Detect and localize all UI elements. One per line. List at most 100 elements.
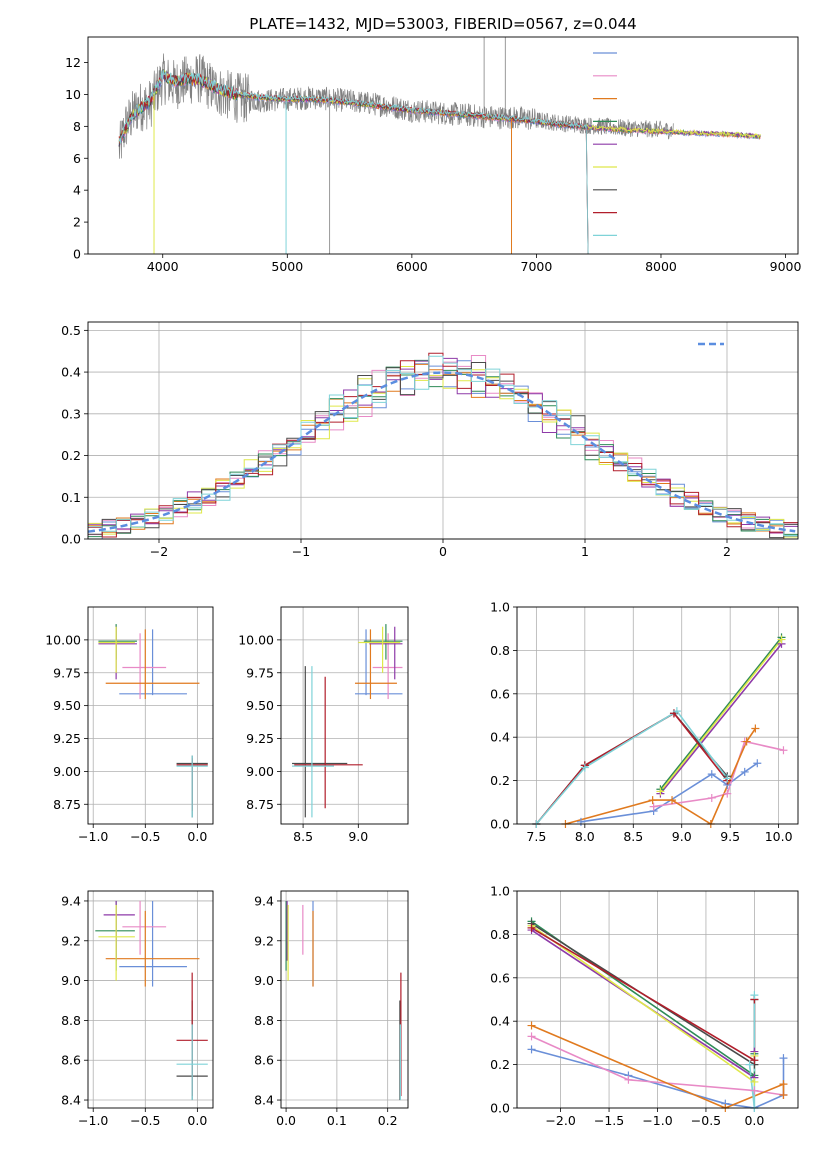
x-tick-label: 0.2 [378,1113,398,1128]
histogram-line [88,362,798,539]
series-point-marker [656,787,665,796]
series-point-marker [779,746,788,755]
y-tick-label: 8.75 [246,797,274,812]
y-tick-label: 2 [73,215,81,230]
series-point-marker [527,1021,536,1030]
series-line [659,643,783,795]
y-tick-label: 0.2 [490,1057,510,1072]
axes-frame [280,606,409,825]
panel-mass-EBV: 0.0 0.1 0.2 8.4 8.6 8.8 9.0 9.2 9.4 [254,890,409,1128]
x-tick-label: −1.5 [594,1113,624,1128]
series-point-marker [723,774,732,783]
x-tick-label: 4000 [147,259,179,274]
y-tick-label: 10.00 [238,632,274,647]
axes-frame [87,890,214,1109]
x-tick-label: 10.0 [765,829,793,844]
y-tick-label: 9.00 [246,764,274,779]
series-line [659,639,783,792]
series-point-marker [624,1075,633,1084]
y-tick-label: 1.0 [490,884,510,899]
y-tick-label: 10.00 [45,632,81,647]
x-tick-label: −1.0 [78,1113,108,1128]
series-line [535,712,728,824]
y-tick-label: 8.8 [254,1013,274,1028]
series-point-marker [649,802,658,811]
x-tick-label: 1 [581,544,589,559]
panel-mass-Z: −1.0 −0.5 0.0 8.4 8.6 8.8 9.0 9.2 9.4 [61,890,214,1128]
y-tick-label: 0.4 [490,730,510,745]
y-tick-label: 8 [73,119,81,134]
y-tick-label: 4 [73,183,81,198]
y-tick-label: 9.75 [246,665,274,680]
x-tick-label: 0.0 [744,1113,764,1128]
x-tick-label: 9.0 [348,829,368,844]
series-point-marker [750,991,759,1000]
y-tick-label: 8.6 [61,1053,81,1068]
plot-area-massweight-age [535,636,784,824]
y-tick-label: 9.4 [61,893,81,908]
x-tick-label: −1.0 [642,1113,672,1128]
y-tick-label: 0.4 [490,1014,510,1029]
y-tick-label: 1.0 [490,600,510,615]
y-tick-label: 0.3 [61,406,81,421]
series-line [535,710,728,824]
series-line [659,636,783,790]
panel-age-Z: −1.0 −0.5 0.0 8.75 9.00 9.25 9.50 9.75 10.00 [45,606,214,844]
axes-frame [87,321,799,540]
y-tick-label: 8.4 [61,1093,81,1108]
y-tick-label: 8.75 [53,797,81,812]
panel-age-mass: 8.5 9.0 8.75 9.00 9.25 9.50 9.75 10.00 [238,606,409,844]
y-tick-label: 9.4 [254,893,274,908]
series-point-marker [779,1054,788,1063]
y-tick-label: 0.2 [490,773,510,788]
x-tick-label: 7.5 [526,829,546,844]
y-tick-label: 9.2 [254,933,274,948]
model-spectrum-line [118,69,589,254]
series-point-marker [527,1032,536,1041]
series-line [748,995,756,1108]
y-tick-label: 0.4 [61,365,81,380]
x-tick-label: 9.0 [672,829,692,844]
x-tick-label: 0.0 [276,1113,296,1128]
series-point-marker [745,1060,754,1069]
y-tick-label: 9.00 [53,764,81,779]
series-point-marker [527,1045,536,1054]
series-line [565,728,757,824]
y-tick-label: 0.5 [61,323,81,338]
x-tick-label: 0.1 [327,1113,347,1128]
y-tick-label: 8.6 [254,1053,274,1068]
series-point-marker [751,724,760,733]
y-tick-label: 9.50 [53,698,81,713]
series-point-marker [527,923,536,932]
x-tick-label: 6000 [396,259,428,274]
series-point-marker [576,817,585,826]
x-tick-label: −0.5 [130,1113,160,1128]
axes-frame [516,606,799,825]
y-tick-label: 9.0 [254,973,274,988]
y-tick-label: 9.0 [61,973,81,988]
series-point-marker [648,796,657,805]
x-tick-label: 9.5 [720,829,740,844]
y-tick-label: 0.8 [490,643,510,658]
x-tick-label: −2 [150,544,168,559]
x-tick-label: 2 [723,544,731,559]
y-tick-label: 0.1 [61,490,81,505]
panel-massweight-Z: −2.0 −1.5 −1.0 −0.5 0.0 0.0 0.2 0.4 0.6 0.8 1.0 [490,884,799,1128]
y-tick-label: 9.75 [53,665,81,680]
x-tick-label: 0.0 [187,829,207,844]
plot-area-residuals [88,352,798,539]
x-tick-label: −1 [292,544,310,559]
plot-area-mass-EBV [285,900,402,1101]
histogram-line [88,357,798,534]
y-tick-label: 0.6 [490,970,510,985]
series-line [535,712,728,824]
y-tick-label: 9.2 [61,933,81,948]
y-tick-label: 0.0 [490,1101,510,1116]
y-tick-label: 0.0 [61,532,81,547]
x-tick-label: −0.5 [130,829,160,844]
panel-spectrum: 4000 5000 6000 7000 8000 9000 0 2 4 6 8 10 12 [65,36,801,274]
axes-frame [87,606,214,825]
x-tick-label: 5000 [271,259,303,274]
x-tick-label: 8.0 [575,829,595,844]
